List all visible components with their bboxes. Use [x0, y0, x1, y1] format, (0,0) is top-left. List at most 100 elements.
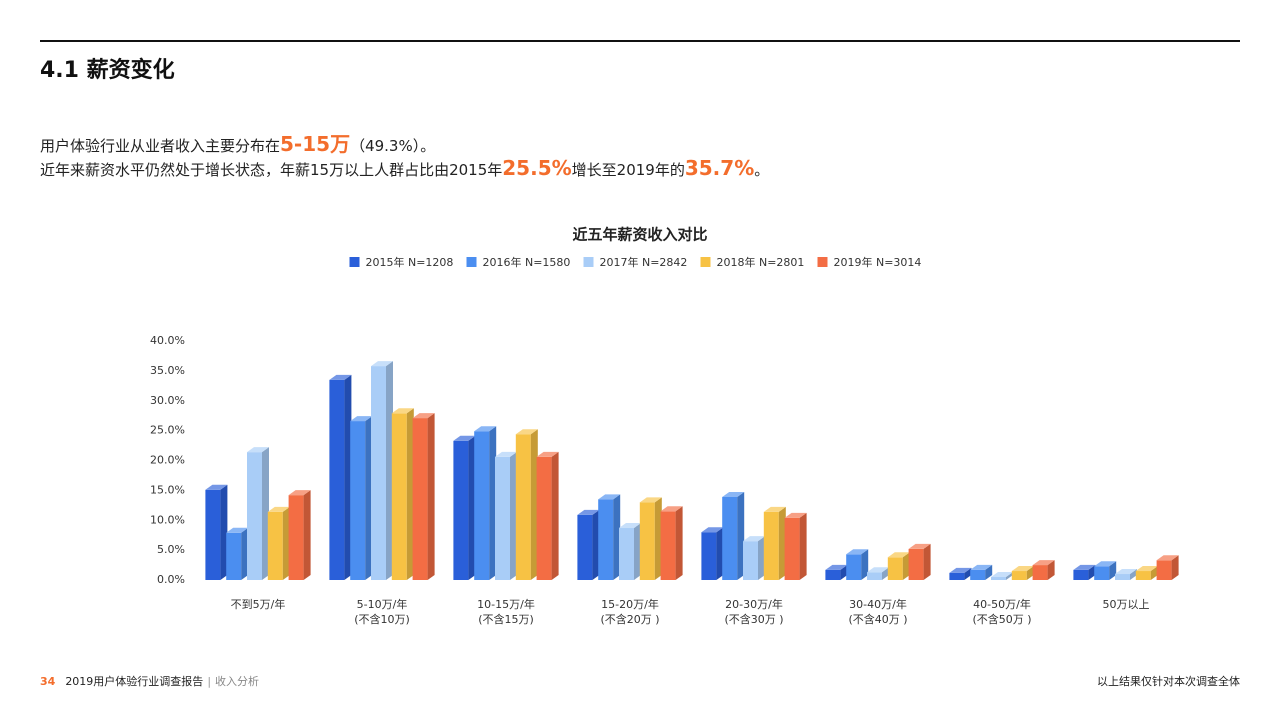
bar-front [474, 431, 490, 580]
bar [350, 416, 373, 580]
bar-top [639, 497, 662, 503]
bar-side [985, 564, 993, 580]
bar [660, 506, 683, 580]
bar-top [598, 494, 621, 500]
intro-text: 近年来薪资水平仍然处于增长状态，年薪15万以上人群占比由2015年 [40, 161, 503, 179]
bar-top [495, 451, 517, 457]
bar-front [949, 572, 965, 580]
bar-top [1135, 566, 1158, 572]
bar-front [1135, 571, 1151, 580]
bar-side [1026, 566, 1034, 580]
bar-side [1088, 564, 1096, 580]
legend-label: 2015年 N=1208 [366, 255, 454, 269]
bar-side [262, 447, 269, 580]
bar [412, 413, 435, 580]
bar-top [619, 523, 641, 529]
bar-top [412, 413, 435, 419]
bar [970, 564, 993, 580]
bar-front [205, 489, 221, 580]
bar-side [592, 509, 600, 580]
bar-front [267, 511, 283, 580]
bar-front [350, 421, 366, 580]
bar [267, 506, 290, 580]
bar [763, 506, 786, 580]
bar-front [660, 511, 676, 580]
bar-front [743, 541, 758, 580]
bar-side [758, 536, 765, 580]
bar [1115, 569, 1137, 580]
bar-front [453, 440, 469, 580]
legend-label: 2019年 N=3014 [834, 255, 922, 269]
x-tick-label: 不到5万/年 [230, 598, 286, 611]
bar [949, 567, 972, 580]
footer-left: 34 2019用户体验行业调查报告 | 收入分析 [40, 673, 259, 689]
bar-top [743, 536, 765, 542]
bar-front [1115, 574, 1130, 580]
bar-side [882, 567, 889, 580]
bar-side [675, 506, 683, 580]
bar-top [226, 527, 249, 533]
bar-front [371, 366, 386, 580]
bar-top [991, 572, 1013, 578]
bar-front [598, 499, 614, 580]
bar-side [1150, 566, 1158, 580]
bar [226, 527, 249, 580]
bar-top [247, 447, 269, 453]
bar-side [716, 527, 724, 580]
intro-text: （49.3%）。 [350, 137, 436, 155]
intro-text: 。 [754, 161, 770, 179]
bar-side [654, 497, 662, 580]
y-tick-label: 15.0% [150, 483, 185, 496]
bar-side [799, 512, 807, 580]
bar [288, 490, 311, 580]
intro-text: 25.5% [502, 156, 572, 180]
bar-front [1094, 566, 1110, 580]
bar-top [660, 506, 683, 512]
bar-top [701, 527, 724, 533]
legend-swatch [349, 257, 360, 267]
bar [991, 572, 1013, 580]
bar-top [825, 564, 848, 570]
y-tick-label: 20.0% [150, 454, 185, 467]
intro-text: 用户体验行业从业者收入主要分布在 [40, 137, 281, 155]
bar-top [474, 426, 497, 432]
section-name: 收入分析 [215, 675, 260, 688]
bar [391, 408, 414, 580]
intro-text: 5-15万 [280, 132, 351, 156]
y-tick-label: 40.0% [150, 334, 185, 347]
bar-side [1006, 572, 1013, 580]
bar-front [701, 532, 717, 580]
y-tick-label: 35.0% [150, 364, 185, 377]
legend-label: 2018年 N=2801 [717, 255, 805, 269]
bar-side [551, 451, 559, 580]
legend-swatch [466, 257, 477, 267]
bar-side [344, 374, 352, 580]
bar [701, 527, 724, 580]
bar-front [619, 528, 634, 580]
bar-side [613, 494, 621, 580]
bar-front [391, 413, 407, 580]
bar [1011, 566, 1034, 580]
bar-front [577, 514, 593, 580]
bar-front [784, 517, 800, 580]
bar-top [350, 416, 373, 422]
bar-front [970, 569, 986, 580]
bar-side [427, 413, 435, 580]
bar-side [923, 543, 931, 580]
bar-top [1032, 560, 1055, 566]
bar-front [329, 379, 345, 580]
page-number: 34 [40, 675, 56, 688]
bar-front [867, 572, 882, 580]
bar [1073, 564, 1096, 580]
bar-top [908, 543, 931, 549]
separator: | [207, 675, 212, 688]
legend-label: 2017年 N=2842 [600, 255, 688, 269]
bar-side [365, 416, 373, 580]
bar-side [406, 408, 414, 580]
bar-top [846, 549, 869, 555]
bar [536, 451, 559, 580]
bar-top [722, 491, 745, 497]
page-title: 4.1 薪资变化 [40, 58, 175, 83]
bar-front [991, 577, 1006, 580]
bar-side [1171, 555, 1179, 580]
